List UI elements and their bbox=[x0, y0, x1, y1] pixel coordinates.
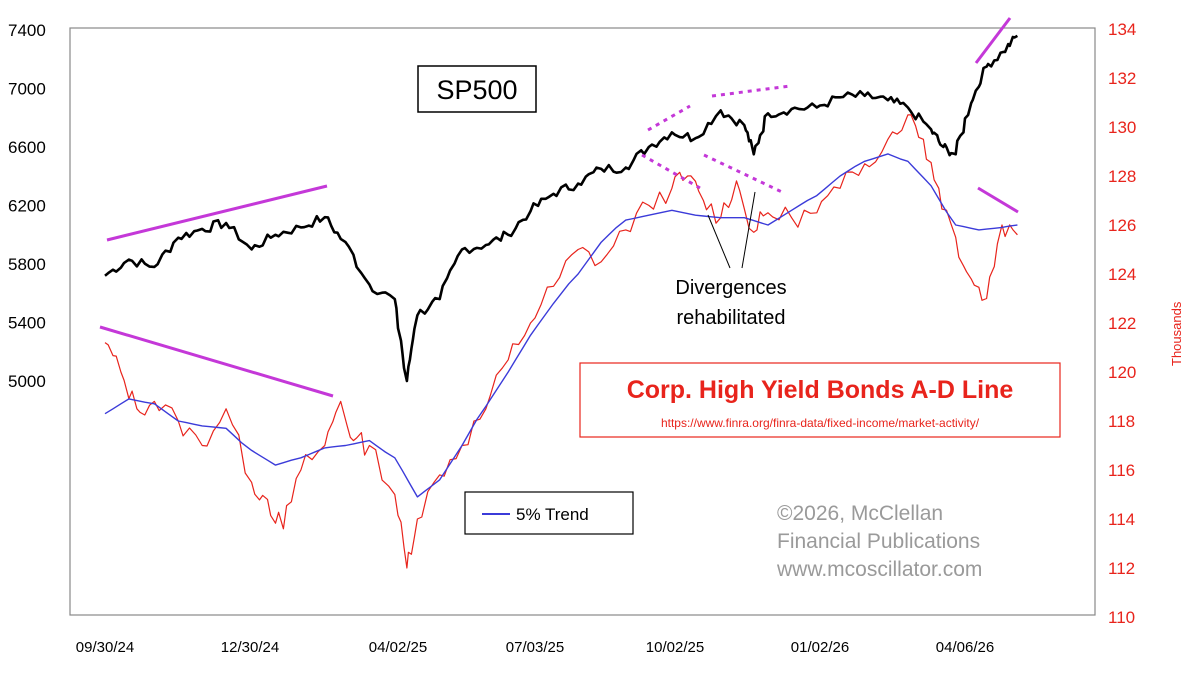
right-tick-label: 118 bbox=[1108, 412, 1135, 431]
left-tick-label: 7400 bbox=[8, 21, 46, 40]
right-tick-label: 122 bbox=[1108, 314, 1136, 333]
right-tick-label: 126 bbox=[1108, 216, 1136, 235]
x-tick-label: 07/03/25 bbox=[506, 639, 564, 656]
legend-label: 5% Trend bbox=[516, 505, 589, 524]
x-tick-label: 04/06/26 bbox=[936, 639, 994, 656]
right-tick-label: 128 bbox=[1108, 167, 1136, 186]
left-tick-label: 5000 bbox=[8, 372, 46, 391]
hy-source-url: https://www.finra.org/finra-data/fixed-i… bbox=[661, 416, 980, 430]
divergence-text: rehabilitated bbox=[677, 307, 786, 329]
x-tick-label: 01/02/26 bbox=[791, 639, 849, 656]
right-tick-label: 120 bbox=[1108, 363, 1136, 382]
x-tick-label: 10/02/25 bbox=[646, 639, 704, 656]
copyright-text: Financial Publications bbox=[777, 530, 980, 553]
right-tick-label: 130 bbox=[1108, 118, 1136, 137]
left-tick-label: 5400 bbox=[8, 314, 46, 333]
right-tick-label: 116 bbox=[1108, 461, 1135, 480]
right-axis-title: Thousands bbox=[1169, 301, 1184, 366]
right-tick-label: 134 bbox=[1108, 20, 1136, 39]
hy-title-box bbox=[579, 362, 1061, 438]
x-tick-label: 12/30/24 bbox=[221, 639, 279, 656]
left-tick-label: 6200 bbox=[8, 197, 46, 216]
right-tick-label: 132 bbox=[1108, 69, 1136, 88]
annotation-pointer bbox=[707, 214, 731, 269]
series-line bbox=[104, 153, 1018, 498]
divergence-trendline bbox=[977, 186, 1019, 214]
divergence-trendline-dashed bbox=[641, 153, 701, 190]
left-tick-label: 5800 bbox=[8, 255, 46, 274]
divergence-text: Divergences bbox=[675, 277, 786, 299]
right-tick-label: 110 bbox=[1108, 608, 1135, 627]
sp500-label-box bbox=[417, 65, 537, 113]
annotation-pointer bbox=[741, 191, 756, 269]
hy-title: Corp. High Yield Bonds A-D Line bbox=[627, 376, 1014, 404]
series-line bbox=[104, 114, 1018, 569]
right-tick-label: 112 bbox=[1108, 559, 1135, 578]
divergence-trendline-dashed bbox=[711, 84, 791, 98]
x-tick-label: 04/02/25 bbox=[369, 639, 427, 656]
divergence-trendline bbox=[99, 325, 334, 398]
divergence-trendline bbox=[106, 184, 328, 242]
right-tick-label: 114 bbox=[1108, 510, 1135, 529]
copyright-text: www.mcoscillator.com bbox=[776, 558, 982, 581]
copyright-text: ©2026, McClellan bbox=[777, 502, 943, 525]
sp500-label: SP500 bbox=[436, 75, 517, 105]
divergence-trendline bbox=[974, 17, 1012, 64]
right-tick-label: 124 bbox=[1108, 265, 1136, 284]
x-tick-label: 09/30/24 bbox=[76, 639, 134, 656]
left-tick-label: 6600 bbox=[8, 138, 46, 157]
left-tick-label: 7000 bbox=[8, 80, 46, 99]
series-line bbox=[104, 34, 1019, 383]
